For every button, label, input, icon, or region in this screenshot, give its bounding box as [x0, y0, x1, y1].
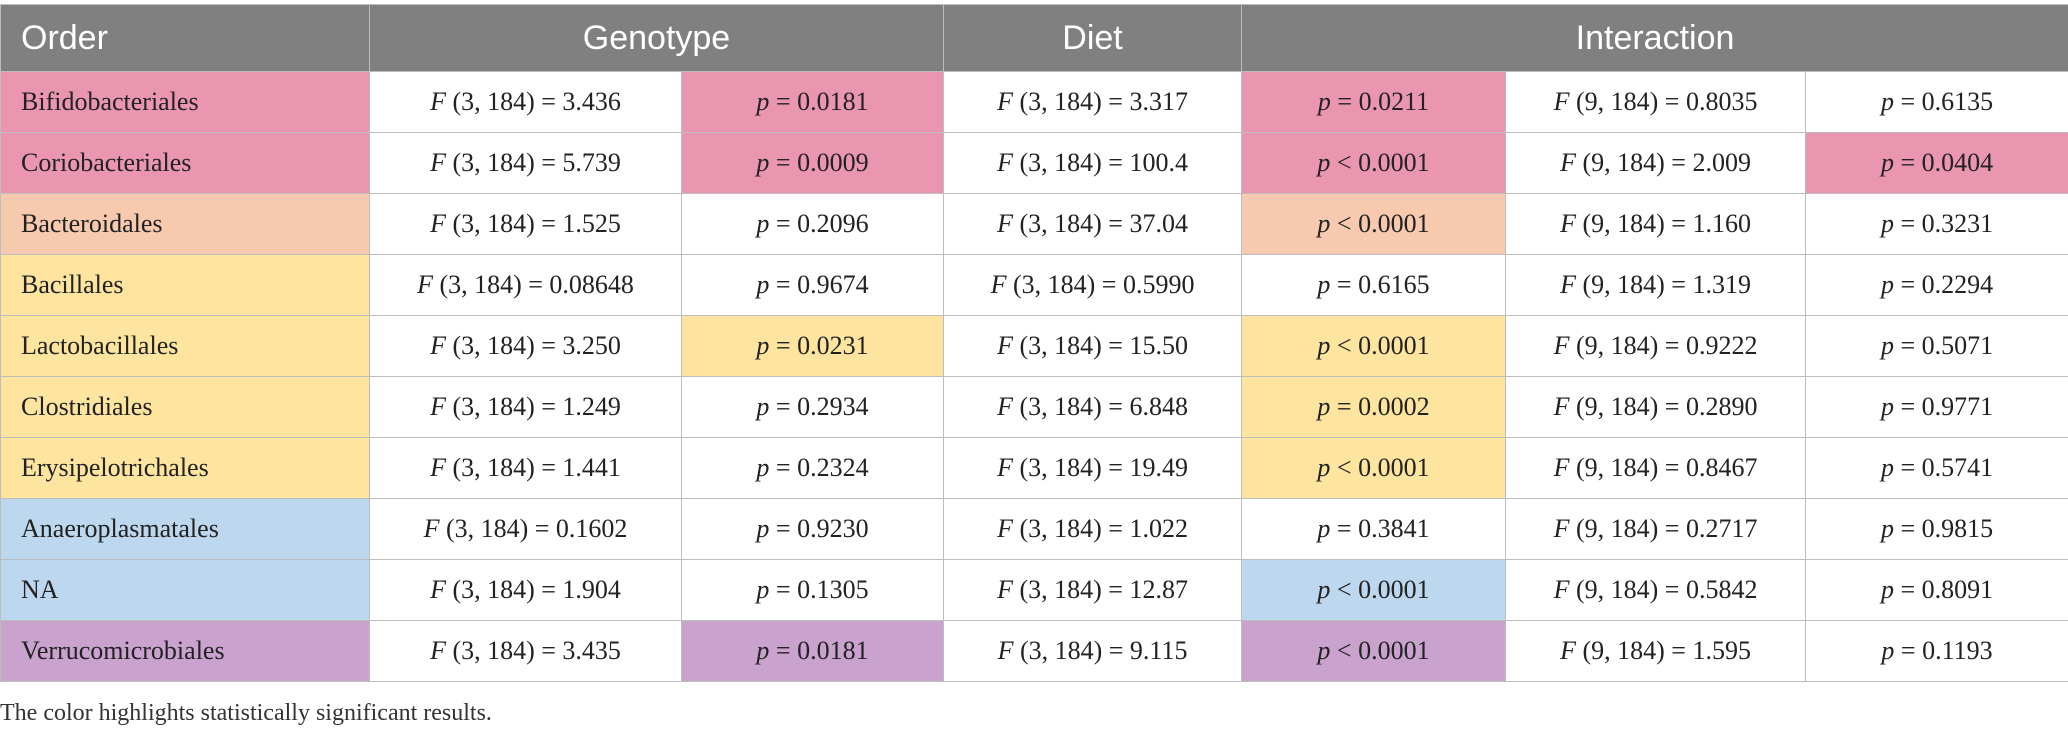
- interaction-p-cell: p = 0.6135: [1805, 71, 2068, 133]
- diet-f-cell: F (3, 184) = 15.50: [943, 315, 1243, 377]
- table-row: Coriobacteriales F (3, 184) = 5.739 p = 0.…: [0, 132, 2068, 194]
- genotype-p-cell: p = 0.1305: [680, 559, 945, 621]
- genotype-f-cell: F (3, 184) = 3.435: [369, 620, 682, 682]
- table-row: Erysipelotrichales F (3, 184) = 1.441 p = …: [0, 437, 2068, 499]
- interaction-p-cell: p = 0.5741: [1805, 437, 2068, 499]
- diet-p-cell: p = 0.0002: [1241, 376, 1507, 438]
- diet-f-cell: F (3, 184) = 3.317: [943, 71, 1243, 133]
- interaction-f-cell: F (9, 184) = 0.2890: [1505, 376, 1807, 438]
- table-row: Bacillales F (3, 184) = 0.08648 p = 0.9674…: [0, 254, 2068, 316]
- interaction-f-cell: F (9, 184) = 0.8467: [1505, 437, 1807, 499]
- order-name-cell: Lactobacillales: [0, 315, 370, 377]
- table-header: Order Genotype Diet Interaction: [0, 4, 2068, 72]
- interaction-p-cell: p = 0.1193: [1805, 620, 2068, 682]
- interaction-f-cell: F (9, 184) = 1.595: [1505, 620, 1807, 682]
- diet-f-cell: F (3, 184) = 1.022: [943, 498, 1243, 560]
- diet-p-cell: p < 0.0001: [1241, 132, 1507, 194]
- interaction-f-cell: F (9, 184) = 1.319: [1505, 254, 1807, 316]
- diet-p-cell: p = 0.3841: [1241, 498, 1507, 560]
- diet-f-cell: F (3, 184) = 19.49: [943, 437, 1243, 499]
- diet-p-cell: p = 0.6165: [1241, 254, 1507, 316]
- interaction-f-cell: F (9, 184) = 0.9222: [1505, 315, 1807, 377]
- diet-f-cell: F (3, 184) = 12.87: [943, 559, 1243, 621]
- interaction-f-cell: F (9, 184) = 0.5842: [1505, 559, 1807, 621]
- genotype-p-cell: p = 0.0181: [680, 71, 945, 133]
- diet-p-cell: p = 0.0211: [1241, 71, 1507, 133]
- genotype-f-cell: F (3, 184) = 0.1602: [369, 498, 682, 560]
- table-row: Bifidobacteriales F (3, 184) = 3.436 p = 0…: [0, 71, 2068, 133]
- interaction-p-cell: p = 0.9771: [1805, 376, 2068, 438]
- order-name-cell: Erysipelotrichales: [0, 437, 370, 499]
- interaction-p-cell: p = 0.9815: [1805, 498, 2068, 560]
- genotype-f-cell: F (3, 184) = 1.249: [369, 376, 682, 438]
- genotype-f-cell: F (3, 184) = 1.525: [369, 193, 682, 255]
- order-name-cell: Verrucomicrobiales: [0, 620, 370, 682]
- diet-f-cell: F (3, 184) = 37.04: [943, 193, 1243, 255]
- diet-f-cell: F (3, 184) = 6.848: [943, 376, 1243, 438]
- table-body: Bifidobacteriales F (3, 184) = 3.436 p = 0…: [0, 71, 2068, 682]
- genotype-f-cell: F (3, 184) = 5.739: [369, 132, 682, 194]
- header-interaction: Interaction: [1241, 4, 2068, 72]
- table-row: Lactobacillales F (3, 184) = 3.250 p = 0.0…: [0, 315, 2068, 377]
- interaction-p-cell: p = 0.8091: [1805, 559, 2068, 621]
- genotype-p-cell: p = 0.2324: [680, 437, 945, 499]
- diet-p-cell: p < 0.0001: [1241, 559, 1507, 621]
- table-row: Anaeroplasmatales F (3, 184) = 0.1602 p = …: [0, 498, 2068, 560]
- interaction-p-cell: p = 0.2294: [1805, 254, 2068, 316]
- diet-p-cell: p < 0.0001: [1241, 620, 1507, 682]
- genotype-p-cell: p = 0.0009: [680, 132, 945, 194]
- interaction-p-cell: p = 0.0404: [1805, 132, 2068, 194]
- interaction-f-cell: F (9, 184) = 2.009: [1505, 132, 1807, 194]
- genotype-f-cell: F (3, 184) = 0.08648: [369, 254, 682, 316]
- header-diet: Diet: [943, 4, 1243, 72]
- table-row: Bacteroidales F (3, 184) = 1.525 p = 0.209…: [0, 193, 2068, 255]
- diet-p-cell: p < 0.0001: [1241, 437, 1507, 499]
- genotype-f-cell: F (3, 184) = 1.441: [369, 437, 682, 499]
- header-genotype: Genotype: [368, 4, 945, 72]
- table-row: Clostridiales F (3, 184) = 1.249 p = 0.293…: [0, 376, 2068, 438]
- genotype-p-cell: p = 0.9230: [680, 498, 945, 560]
- interaction-f-cell: F (9, 184) = 0.8035: [1505, 71, 1807, 133]
- genotype-f-cell: F (3, 184) = 3.250: [369, 315, 682, 377]
- order-name-cell: Clostridiales: [0, 376, 370, 438]
- order-name-cell: Bifidobacteriales: [0, 71, 370, 133]
- order-name-cell: NA: [0, 559, 370, 621]
- genotype-p-cell: p = 0.0181: [680, 620, 945, 682]
- genotype-p-cell: p = 0.2934: [680, 376, 945, 438]
- order-name-cell: Bacteroidales: [0, 193, 370, 255]
- genotype-f-cell: F (3, 184) = 3.436: [369, 71, 682, 133]
- interaction-p-cell: p = 0.5071: [1805, 315, 2068, 377]
- header-order: Order: [0, 4, 370, 72]
- table-caption: The color highlights statistically signi…: [0, 700, 492, 726]
- anova-results-table: Order Genotype Diet Interaction Bifidoba…: [0, 4, 2068, 682]
- genotype-f-cell: F (3, 184) = 1.904: [369, 559, 682, 621]
- order-name-cell: Anaeroplasmatales: [0, 498, 370, 560]
- order-name-cell: Bacillales: [0, 254, 370, 316]
- genotype-p-cell: p = 0.9674: [680, 254, 945, 316]
- table-row: NA F (3, 184) = 1.904 p = 0.1305 F (3, 184)…: [0, 559, 2068, 621]
- genotype-p-cell: p = 0.0231: [680, 315, 945, 377]
- interaction-f-cell: F (9, 184) = 1.160: [1505, 193, 1807, 255]
- diet-f-cell: F (3, 184) = 9.115: [943, 620, 1243, 682]
- diet-f-cell: F (3, 184) = 100.4: [943, 132, 1243, 194]
- diet-p-cell: p < 0.0001: [1241, 193, 1507, 255]
- interaction-f-cell: F (9, 184) = 0.2717: [1505, 498, 1807, 560]
- header-row: Order Genotype Diet Interaction: [0, 4, 2068, 72]
- order-name-cell: Coriobacteriales: [0, 132, 370, 194]
- interaction-p-cell: p = 0.3231: [1805, 193, 2068, 255]
- table-row: Verrucomicrobiales F (3, 184) = 3.435 p = …: [0, 620, 2068, 682]
- genotype-p-cell: p = 0.2096: [680, 193, 945, 255]
- diet-f-cell: F (3, 184) = 0.5990: [943, 254, 1243, 316]
- diet-p-cell: p < 0.0001: [1241, 315, 1507, 377]
